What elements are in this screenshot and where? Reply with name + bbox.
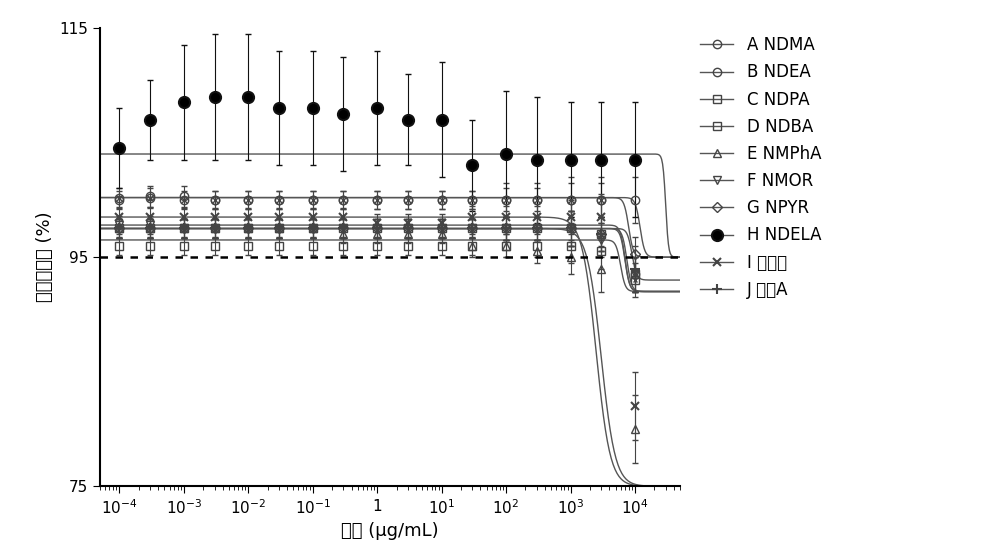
Y-axis label: 细胞存活率 (%): 细胞存活率 (%) xyxy=(36,212,54,302)
X-axis label: 浓度 (μg/mL): 浓度 (μg/mL) xyxy=(341,523,439,541)
Legend: A NDMA, B NDEA, C NDPA, D NDBA, E NMPhA, F NMOR, G NPYR, H NDELA, I 水杨酸, J 双酚A: A NDMA, B NDEA, C NDPA, D NDBA, E NMPhA,… xyxy=(700,36,821,299)
